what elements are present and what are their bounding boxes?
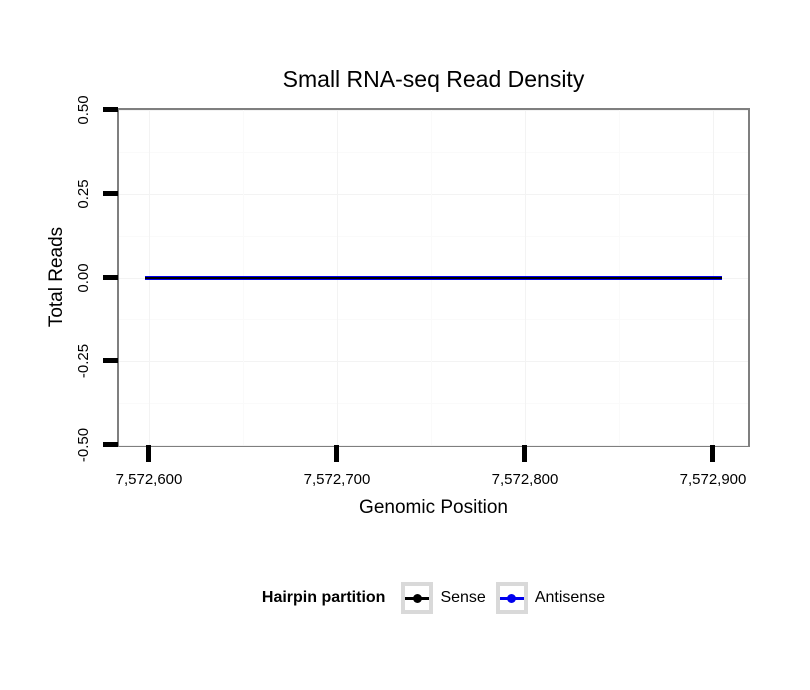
legend-key-dot [412,593,422,603]
gridline-minor-h [119,235,748,237]
x-tick-mark [146,445,151,462]
legend-key-antisense [495,582,528,614]
sense-line [145,276,722,279]
y-axis-title: Total Reads [46,226,67,328]
chart-title: Small RNA-seq Read Density [282,66,585,92]
y-tick-mark [103,190,118,196]
legend-key-sense [401,582,434,614]
legend-entries: Sense Antisense [401,582,605,614]
x-tick-mark [522,445,527,462]
x-tick-label: 7,572,700 [303,471,371,488]
plot-panel [117,108,750,447]
y-tick-label: 0.50 [75,95,92,125]
y-tick-mark [103,107,118,112]
legend-key-dot [507,593,517,603]
legend-entry-label: Antisense [534,589,606,606]
gridline-minor-h [119,151,748,153]
x-axis-title: Genomic Position [359,497,508,518]
y-tick-label: -0.50 [75,427,92,463]
antisense-line [145,275,722,280]
gridline-major-h [119,445,748,446]
y-tick-mark [103,274,118,280]
legend-entry-sense: Sense [401,582,486,614]
y-tick-label: 0.25 [75,179,92,209]
legend: Hairpin partition Sense Antisense [119,582,748,614]
gridline-minor-h [119,403,748,405]
gridline-major-h [119,361,748,363]
y-tick-mark [103,442,118,447]
y-tick-label: 0.00 [75,262,92,293]
gridline-major-h [119,193,748,195]
x-tick-label: 7,572,600 [115,471,183,488]
legend-entry-label: Sense [440,589,486,606]
x-tick-label: 7,572,800 [491,471,559,488]
x-tick-mark [334,445,339,462]
x-tick-mark [710,445,715,462]
gridline-minor-h [119,319,748,321]
y-tick-mark [103,358,118,364]
y-tick-label: -0.25 [75,344,92,379]
gridline-major-h [119,110,748,111]
legend-entry-antisense: Antisense [495,582,606,614]
x-tick-label: 7,572,900 [679,471,747,488]
legend-title: Hairpin partition [261,589,386,606]
